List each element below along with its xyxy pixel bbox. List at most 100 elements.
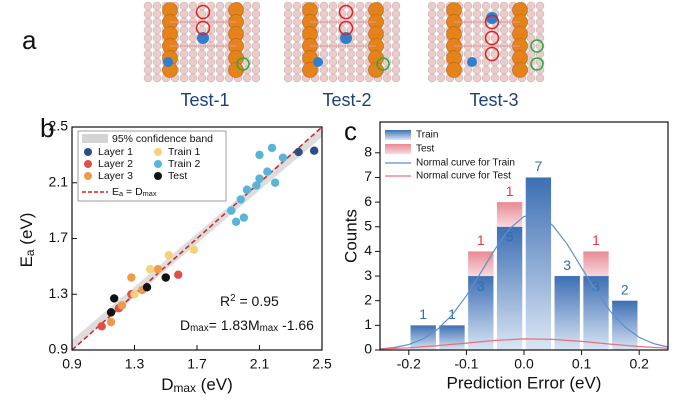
atom bbox=[481, 65, 491, 75]
legend-marker bbox=[154, 160, 162, 168]
atom bbox=[251, 9, 261, 19]
atom bbox=[215, 65, 225, 75]
atom bbox=[319, 25, 329, 35]
point bbox=[231, 217, 241, 226]
atom bbox=[382, 73, 392, 83]
atom bbox=[163, 57, 173, 67]
atom bbox=[364, 73, 374, 83]
marker bbox=[195, 4, 211, 20]
atom bbox=[355, 65, 365, 75]
point bbox=[255, 174, 264, 183]
value-label: 5 bbox=[506, 228, 514, 244]
legend-swatch bbox=[385, 130, 411, 140]
atom bbox=[355, 73, 365, 83]
atom bbox=[472, 25, 482, 35]
point bbox=[164, 251, 174, 260]
atom bbox=[188, 33, 198, 43]
legend-swatch bbox=[82, 134, 108, 143]
atom bbox=[499, 73, 509, 83]
atom bbox=[436, 65, 446, 75]
y-tick-label: 2 bbox=[364, 291, 372, 307]
legend-label: Normal curve for Test bbox=[416, 171, 511, 182]
atom bbox=[436, 1, 446, 11]
point bbox=[127, 273, 136, 282]
atom bbox=[526, 73, 536, 83]
atom bbox=[292, 33, 302, 43]
atom bbox=[179, 49, 189, 59]
legend-box bbox=[77, 130, 227, 202]
atom bbox=[292, 17, 302, 27]
atom bbox=[242, 73, 252, 83]
point bbox=[242, 185, 252, 194]
atom bbox=[463, 73, 473, 83]
caption: Test-3 bbox=[469, 90, 518, 110]
atom bbox=[179, 25, 189, 35]
atom bbox=[283, 57, 293, 67]
atom bbox=[283, 33, 293, 43]
atom bbox=[472, 33, 482, 43]
x-tick-label: 0.1 bbox=[572, 356, 592, 372]
point bbox=[239, 213, 249, 222]
atom bbox=[337, 65, 347, 75]
atom bbox=[436, 57, 446, 67]
point bbox=[236, 195, 245, 204]
atom bbox=[346, 65, 356, 75]
atom bbox=[206, 57, 216, 67]
atom bbox=[242, 33, 252, 43]
atom bbox=[179, 65, 189, 75]
y-axis-label: Counts bbox=[341, 209, 360, 263]
label-part: E bbox=[112, 186, 119, 198]
atom bbox=[197, 49, 207, 59]
atom bbox=[283, 65, 293, 75]
atom bbox=[427, 17, 437, 27]
atom bbox=[251, 1, 261, 11]
atom bbox=[427, 57, 437, 67]
label-part: (eV) bbox=[196, 375, 233, 394]
atom bbox=[328, 57, 338, 67]
atom bbox=[535, 73, 545, 83]
atom bbox=[197, 57, 207, 67]
y-tick-label: 8 bbox=[364, 144, 372, 160]
atom bbox=[152, 1, 162, 11]
atom bbox=[346, 57, 356, 67]
atom bbox=[463, 65, 473, 75]
atom bbox=[535, 9, 545, 19]
legend-label: Layer 2 bbox=[98, 158, 133, 170]
atom bbox=[427, 25, 437, 35]
atom bbox=[215, 9, 225, 19]
atom bbox=[499, 65, 509, 75]
legend-marker bbox=[154, 148, 162, 156]
y-tick-label: 2.5 bbox=[49, 118, 69, 134]
label-part: 2 bbox=[230, 293, 235, 304]
point bbox=[270, 178, 280, 187]
value-label: 2 bbox=[621, 281, 629, 297]
atom bbox=[481, 73, 491, 83]
legend-swatch bbox=[385, 144, 411, 154]
x-tick-label: -0.1 bbox=[454, 356, 478, 372]
label: R2 = 0.95 bbox=[220, 293, 279, 309]
atom bbox=[292, 73, 302, 83]
point bbox=[145, 264, 155, 274]
atom bbox=[242, 17, 252, 27]
marker bbox=[484, 14, 500, 30]
atom bbox=[143, 17, 153, 27]
point bbox=[189, 245, 199, 254]
atom bbox=[292, 9, 302, 19]
point bbox=[161, 273, 170, 282]
point bbox=[278, 153, 288, 162]
atom bbox=[283, 25, 293, 35]
label: Ea (eV) bbox=[17, 213, 37, 268]
atom bbox=[197, 32, 209, 44]
bar bbox=[583, 276, 609, 350]
label: Dmax (eV) bbox=[161, 375, 233, 395]
atom bbox=[535, 17, 545, 27]
atom bbox=[391, 65, 401, 75]
atom bbox=[179, 33, 189, 43]
y-tick-label: 1 bbox=[364, 316, 372, 332]
atom bbox=[152, 49, 162, 59]
atom bbox=[355, 25, 365, 35]
x-tick-label: 0.9 bbox=[62, 356, 82, 372]
label-part: = D bbox=[123, 186, 143, 198]
value-label: 1 bbox=[506, 183, 514, 199]
atom bbox=[251, 65, 261, 75]
